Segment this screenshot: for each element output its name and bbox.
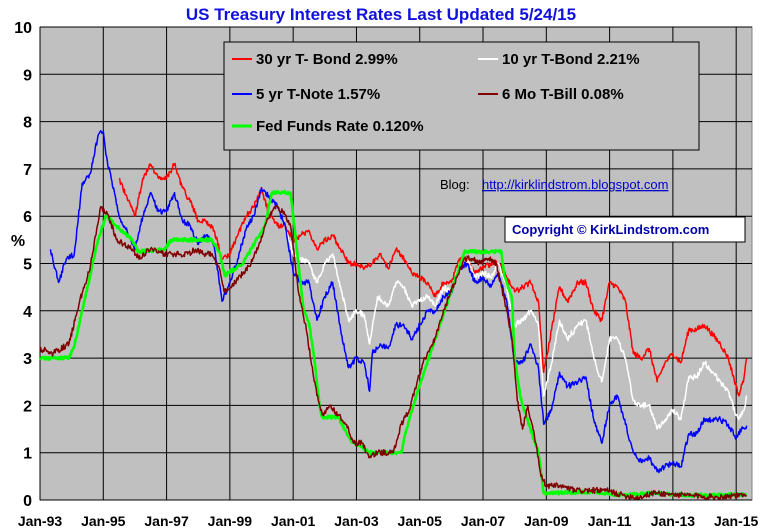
- x-tick-label: Jan-99: [208, 513, 253, 529]
- y-tick-label: 3: [23, 351, 32, 368]
- blog-link[interactable]: http://kirklindstrom.blogspot.com: [482, 177, 668, 192]
- series-lines: [39, 130, 748, 500]
- series-line: [118, 162, 748, 397]
- chart-title: US Treasury Interest Rates Last Updated …: [186, 5, 576, 24]
- x-tick-label: Jan-13: [651, 513, 696, 529]
- y-tick-label: 4: [23, 304, 32, 321]
- legend: 30 yr T- Bond 2.99% 10 yr T-Bond 2.21% 5 y…: [223, 41, 700, 151]
- copyright-text: Copyright © KirkLindstrom.com: [512, 222, 709, 237]
- legend-label: 10 yr T-Bond 2.21%: [502, 51, 640, 68]
- y-tick-label: 9: [23, 67, 32, 84]
- y-axis-label: %: [11, 233, 25, 250]
- x-tick-label: Jan-07: [461, 513, 506, 529]
- x-axis-ticks: Jan-93 Jan-95 Jan-97 Jan-99 Jan-01 Jan-03 Jan-…: [18, 513, 759, 529]
- y-tick-label: 8: [23, 115, 32, 132]
- x-tick-label: Jan-05: [398, 513, 443, 529]
- y-axis-ticks: 0 1 2 3 4 5 6 7 8 9 10: [14, 20, 32, 510]
- series-line: [284, 230, 748, 430]
- x-tick-label: Jan-09: [524, 513, 569, 529]
- y-tick-label: 7: [23, 162, 32, 179]
- blog-label: Blog:: [440, 177, 470, 192]
- legend-item: Fed Funds Rate 0.120%: [232, 118, 424, 135]
- x-tick-label: Jan-15: [714, 513, 759, 529]
- legend-item: 6 Mo T-Bill 0.08%: [478, 86, 624, 103]
- y-tick-label: 1: [23, 446, 32, 463]
- series-line: [39, 205, 748, 500]
- x-tick-label: Jan-97: [144, 513, 189, 529]
- legend-label: 6 Mo T-Bill 0.08%: [502, 86, 624, 103]
- x-tick-label: Jan-01: [271, 513, 316, 529]
- legend-item: 5 yr T-Note 1.57%: [232, 86, 380, 103]
- legend-item: 10 yr T-Bond 2.21%: [478, 51, 640, 68]
- blog-credit: Blog: http://kirklindstrom.blogspot.com: [440, 177, 668, 192]
- x-tick-label: Jan-95: [81, 513, 126, 529]
- legend-label: 30 yr T- Bond 2.99%: [256, 51, 398, 68]
- legend-label: 5 yr T-Note 1.57%: [256, 86, 380, 103]
- y-tick-label: 10: [14, 20, 32, 37]
- x-tick-label: Jan-11: [588, 513, 632, 529]
- legend-item: 30 yr T- Bond 2.99%: [232, 51, 398, 68]
- copyright-box: Copyright © KirkLindstrom.com: [504, 216, 746, 243]
- y-tick-label: 2: [23, 398, 32, 415]
- x-tick-label: Jan-03: [334, 513, 379, 529]
- y-tick-label: 5: [23, 257, 32, 274]
- y-tick-label: 0: [23, 493, 32, 510]
- y-tick-label: 6: [23, 209, 32, 226]
- series-line: [49, 130, 748, 474]
- x-tick-label: Jan-93: [18, 513, 63, 529]
- legend-label: Fed Funds Rate 0.120%: [256, 118, 424, 135]
